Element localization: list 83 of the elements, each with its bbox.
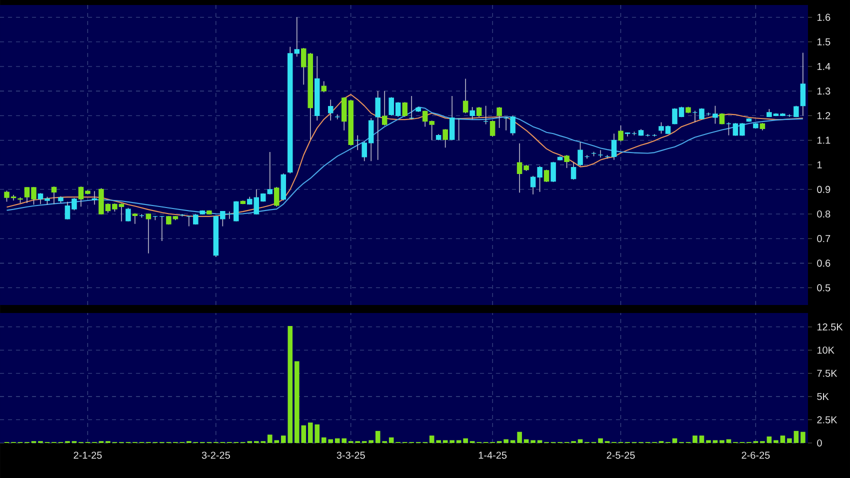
bar <box>672 438 678 443</box>
x-tick-label: 3-2-25 <box>202 452 230 459</box>
y-tick-label: 1.6 <box>817 14 830 21</box>
x-tick-label: 1-4-25 <box>478 452 507 459</box>
y-tick-label: 0.8 <box>817 210 830 218</box>
candlestick <box>354 134 360 150</box>
y-tick-label: 0.7 <box>817 235 830 242</box>
bar <box>692 436 698 443</box>
candlestick <box>126 207 131 222</box>
bar <box>450 440 454 443</box>
bar <box>429 436 434 443</box>
y-tick-label: 5K <box>817 393 829 400</box>
y-tick-label: 1.1 <box>817 136 830 144</box>
y-tick-label: 12.5K <box>817 323 843 330</box>
y-tick-label: 2.5K <box>817 416 838 424</box>
candlestick <box>470 106 475 120</box>
bar <box>780 436 786 443</box>
y-tick-label: 1.5 <box>817 38 830 46</box>
candlestick <box>402 102 408 118</box>
x-tick-label: 3-3-25 <box>336 452 365 459</box>
candlestick <box>483 105 488 125</box>
candlestick <box>652 134 658 137</box>
bar <box>517 432 522 443</box>
candlestick <box>570 162 576 180</box>
bar <box>800 432 806 443</box>
candlestick <box>146 213 152 254</box>
bar <box>712 440 718 443</box>
y-tick-label: 1 <box>817 161 822 168</box>
candlestick <box>328 99 334 121</box>
candlestick <box>92 190 98 206</box>
bar <box>794 430 799 443</box>
x-tick-label: 2-6-25 <box>742 452 770 459</box>
y-tick-label: 0.6 <box>817 260 830 267</box>
bar <box>504 439 508 443</box>
bar <box>463 438 468 443</box>
bar <box>456 440 462 443</box>
x-tick-label: 2-1-25 <box>74 452 102 459</box>
bar <box>720 440 724 443</box>
candlestick <box>490 120 496 137</box>
y-tick-label: 1.3 <box>817 88 830 95</box>
candlestick <box>274 186 280 208</box>
y-tick-label: 0.5 <box>817 284 830 292</box>
candlestick <box>334 114 340 120</box>
candlestick <box>234 200 239 222</box>
candlestick <box>544 169 550 182</box>
y-tick-label: 0.9 <box>817 186 830 193</box>
y-tick-label: 7.5K <box>817 370 838 377</box>
bar <box>442 440 448 443</box>
bar <box>766 436 772 443</box>
candlestick <box>375 90 380 160</box>
candlestick <box>476 106 482 118</box>
candlestick <box>449 96 455 141</box>
y-tick-label: 1.2 <box>817 112 830 120</box>
bar <box>510 440 516 443</box>
candlestick <box>496 106 502 128</box>
bar <box>787 438 792 443</box>
bar <box>699 436 704 443</box>
candlestick <box>51 186 57 205</box>
candlestick <box>564 154 570 168</box>
candlestick <box>321 80 327 93</box>
bar <box>774 440 778 443</box>
candlestick <box>456 118 462 141</box>
candlestick <box>726 122 732 136</box>
bar <box>537 440 542 443</box>
bar <box>706 440 711 443</box>
bar <box>530 440 536 443</box>
candlestick <box>159 216 165 242</box>
candlestick <box>462 78 468 114</box>
candlestick <box>618 125 624 142</box>
candlestick <box>408 96 414 120</box>
candlestick <box>550 161 556 182</box>
x-tick-label: 2-5-25 <box>606 452 635 459</box>
y-tick-label: 10K <box>817 346 834 354</box>
candlestick <box>442 128 448 148</box>
y-tick-label: 1.4 <box>817 63 830 70</box>
bar <box>436 440 441 443</box>
candlestick <box>382 90 388 126</box>
candlestick <box>611 133 617 160</box>
bar <box>598 438 603 443</box>
candlestick <box>800 52 806 116</box>
y-tick-label: 0 <box>817 439 822 447</box>
candlestick <box>719 112 725 125</box>
candlestick <box>598 150 604 158</box>
